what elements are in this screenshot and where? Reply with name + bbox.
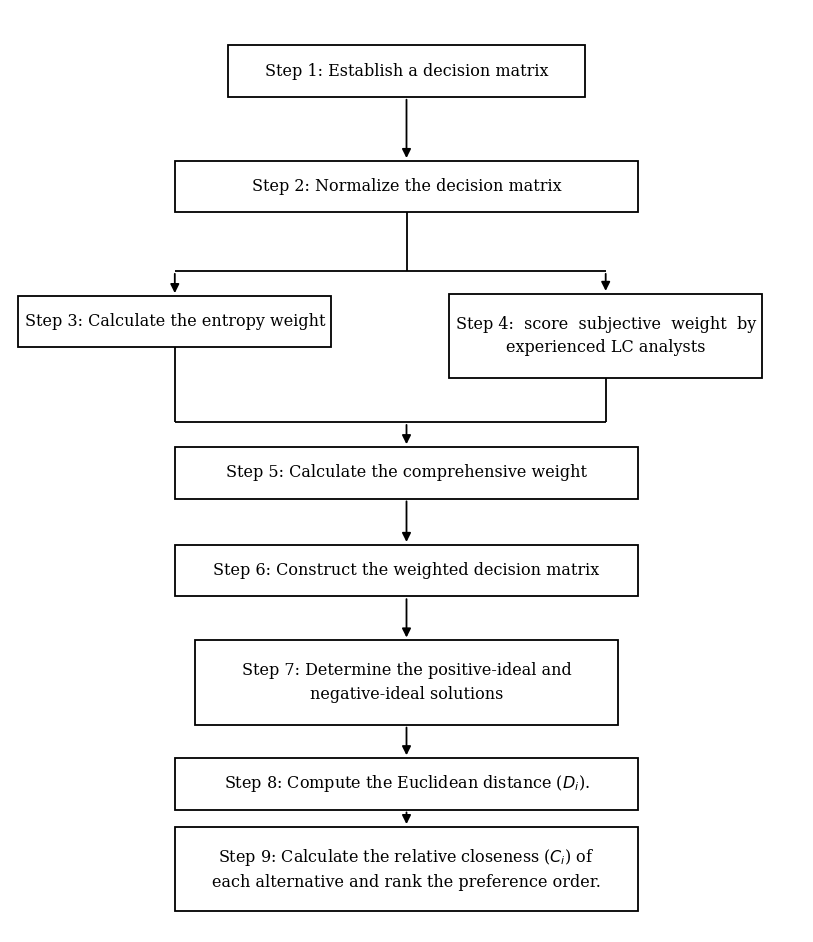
FancyBboxPatch shape xyxy=(175,827,638,911)
FancyBboxPatch shape xyxy=(175,544,638,596)
FancyBboxPatch shape xyxy=(449,294,763,378)
Text: Step 2: Normalize the decision matrix: Step 2: Normalize the decision matrix xyxy=(252,178,561,195)
Text: Step 7: Determine the positive-ideal and
negative-ideal solutions: Step 7: Determine the positive-ideal and… xyxy=(241,662,572,703)
Text: Step 3: Calculate the entropy weight: Step 3: Calculate the entropy weight xyxy=(24,313,325,331)
FancyBboxPatch shape xyxy=(175,447,638,498)
FancyBboxPatch shape xyxy=(175,758,638,809)
FancyBboxPatch shape xyxy=(175,161,638,212)
Text: Step 4:  score  subjective  weight  by
experienced LC analysts: Step 4: score subjective weight by exper… xyxy=(455,316,756,356)
FancyBboxPatch shape xyxy=(18,296,332,348)
FancyBboxPatch shape xyxy=(195,641,618,724)
Text: Step 6: Construct the weighted decision matrix: Step 6: Construct the weighted decision … xyxy=(213,562,600,579)
FancyBboxPatch shape xyxy=(228,45,585,97)
Text: Step 9: Calculate the relative closeness ($C_i$) of
each alternative and rank th: Step 9: Calculate the relative closeness… xyxy=(212,847,601,891)
Text: Step 8: Compute the Euclidean distance ($D_i$).: Step 8: Compute the Euclidean distance (… xyxy=(224,773,589,794)
Text: Step 5: Calculate the comprehensive weight: Step 5: Calculate the comprehensive weig… xyxy=(226,464,587,481)
Text: Step 1: Establish a decision matrix: Step 1: Establish a decision matrix xyxy=(265,62,548,79)
